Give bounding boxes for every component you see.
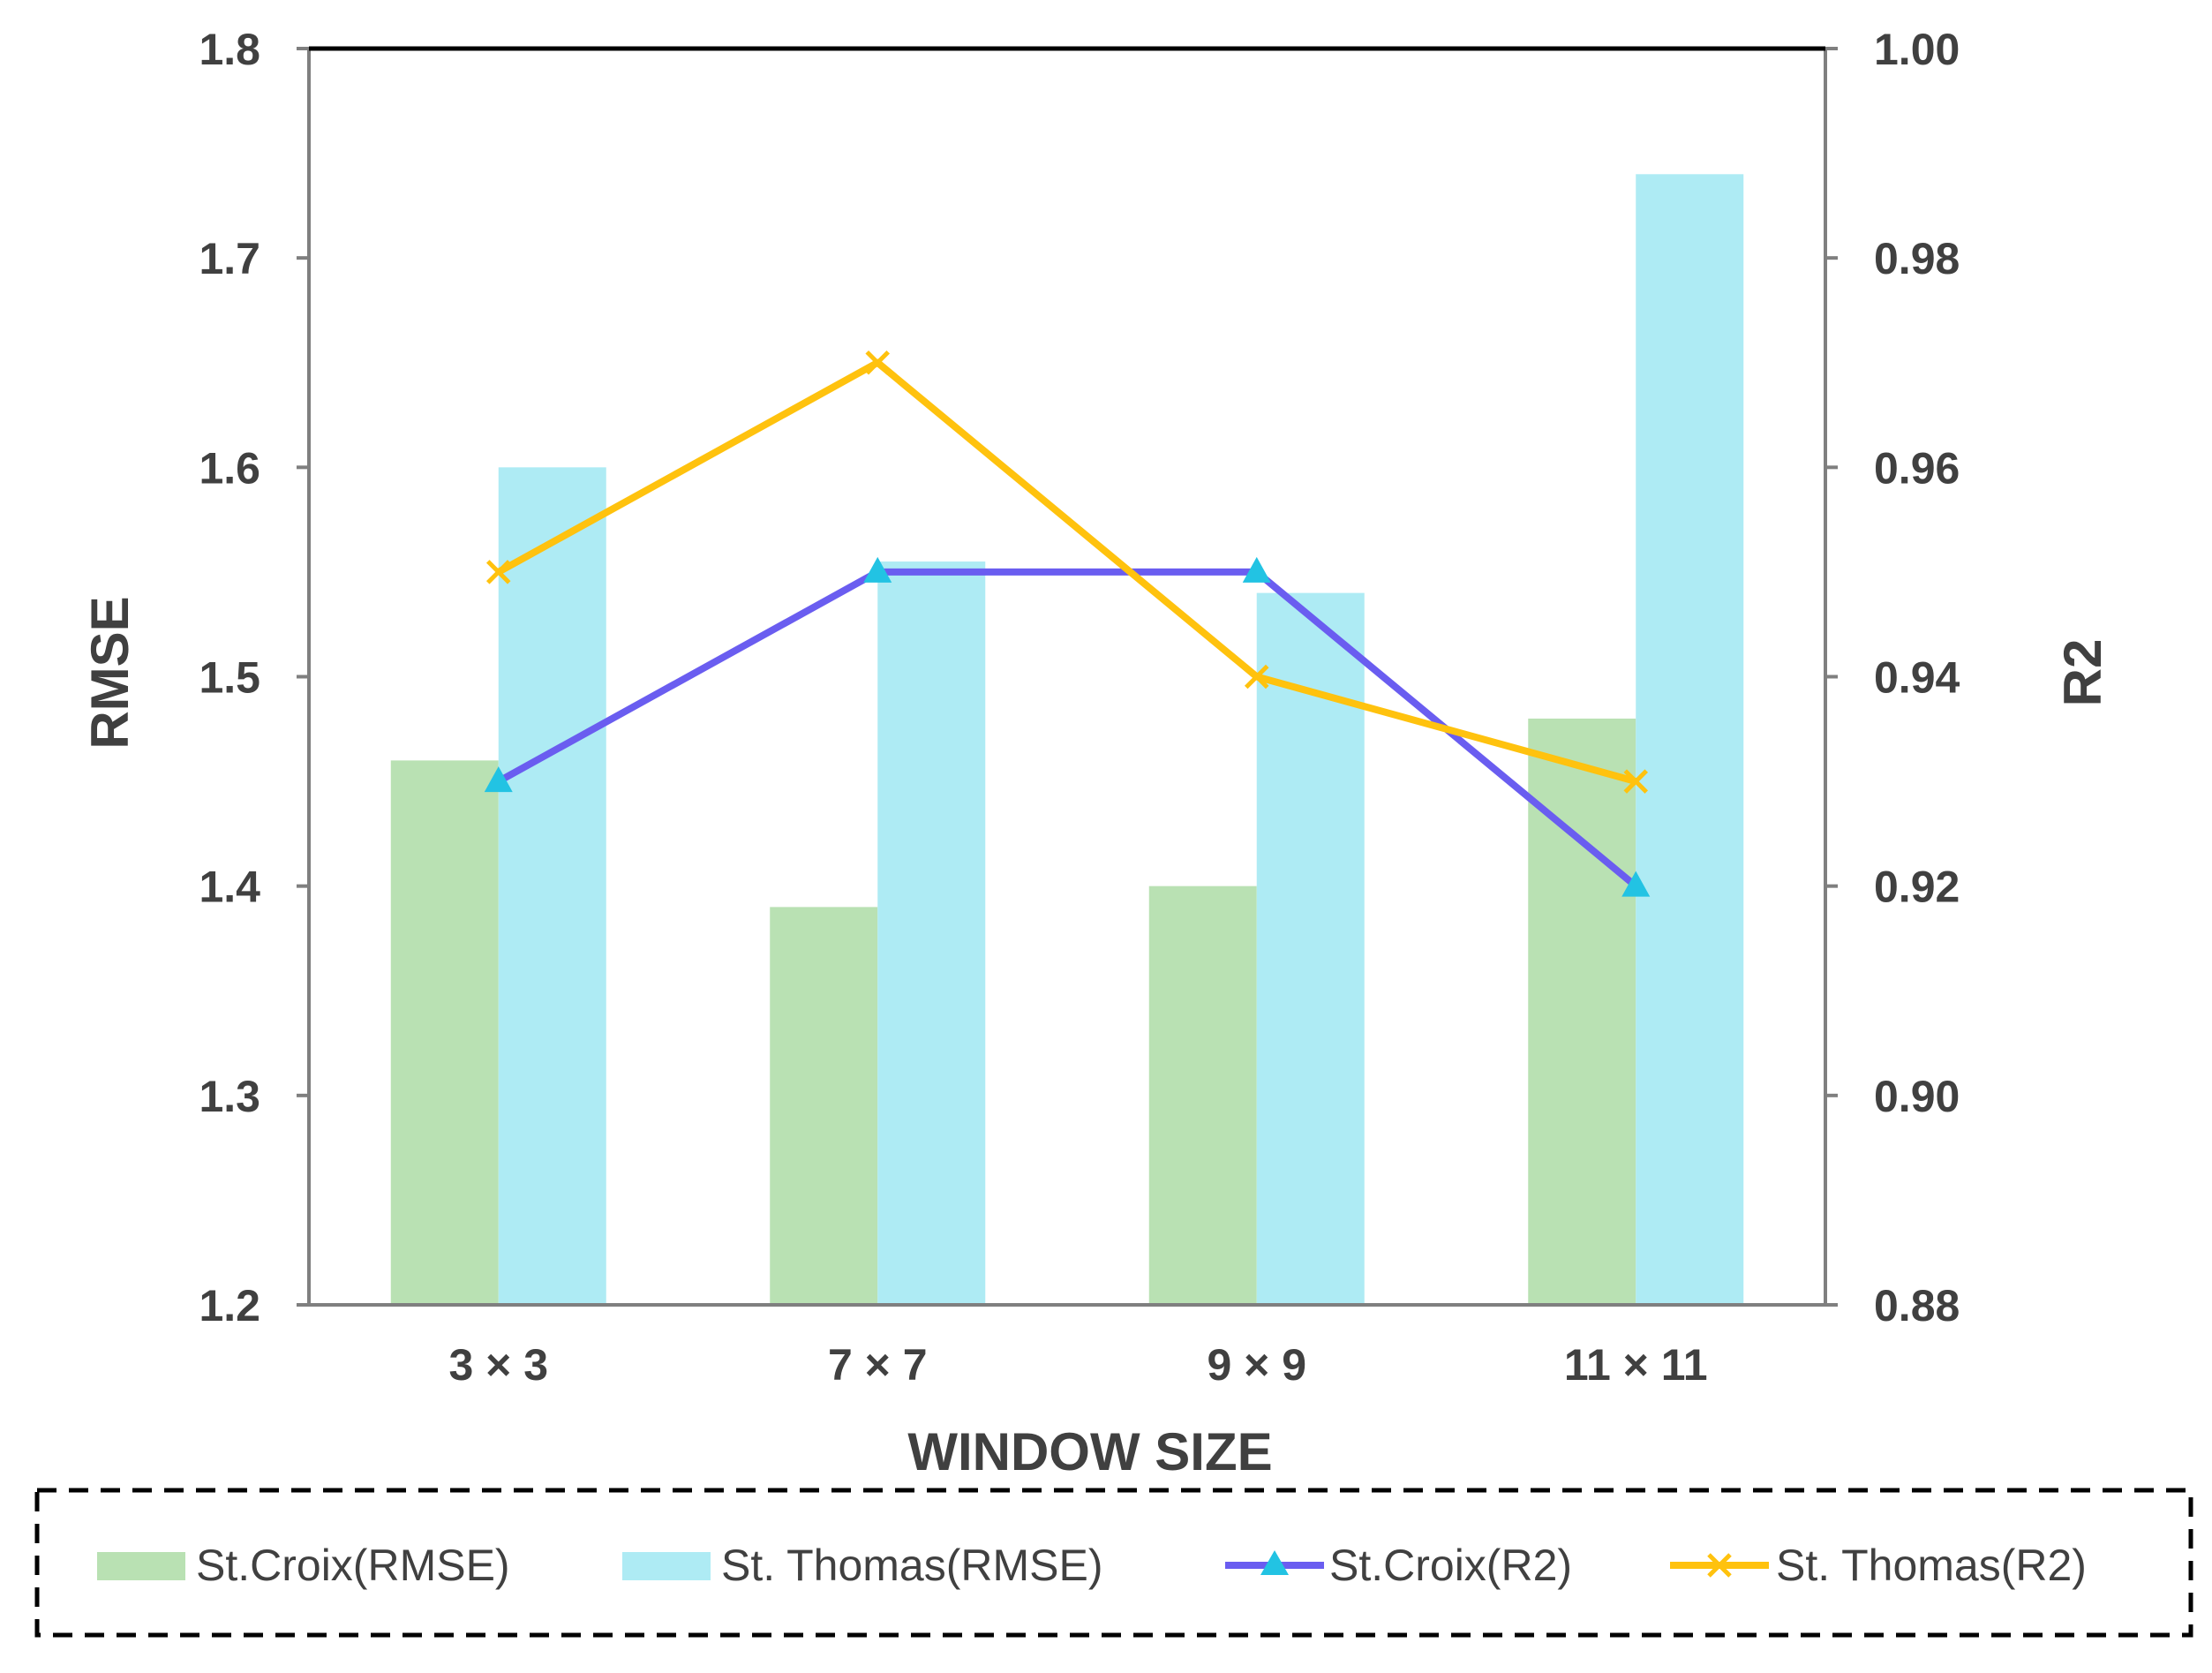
y-tick-label: 1.6 [199, 443, 260, 493]
y2-tick-label: 0.88 [1874, 1281, 1960, 1330]
x-tick-label: 11 × 11 [1564, 1340, 1708, 1390]
bar-st-croix-rmse-1 [390, 760, 499, 1305]
marker-st-thomas-r2-3 [1244, 664, 1269, 690]
legend-frame [34, 1488, 2193, 1638]
marker-st-croix-r2-1 [484, 766, 513, 793]
legend-item-st-croix-rmse: St.Croix(RMSE) [97, 1541, 510, 1590]
x-tick-label: 7 × 7 [828, 1340, 928, 1390]
axes [297, 46, 1838, 1307]
legend-x-icon [1707, 1553, 1732, 1578]
bars [390, 174, 1744, 1305]
legend-triangle-icon [1260, 1550, 1289, 1575]
y2-tick-label: 0.90 [1874, 1072, 1960, 1121]
y-tick-label: 1.7 [199, 234, 260, 283]
y-tick-label: 1.2 [199, 1281, 260, 1330]
x-tick-label: 3 × 3 [448, 1340, 548, 1390]
x-tick-label: 9 × 9 [1207, 1340, 1306, 1390]
legend-label-st-croix-r2: St.Croix(R2) [1329, 1541, 1572, 1590]
line-st-thomas-r2 [496, 358, 1637, 785]
bar-st-thomas-rmse-3 [1256, 592, 1365, 1305]
marker-st-croix-r2-3 [1242, 556, 1271, 583]
bar-st-thomas-rmse-2 [877, 561, 986, 1305]
marker-st-thomas-r2-2 [865, 350, 891, 375]
legend-item-st-thomas-rmse: St. Thomas(RMSE) [622, 1541, 1103, 1590]
y2-tick-label: 0.92 [1874, 863, 1960, 912]
legend-label-st-thomas-rmse: St. Thomas(RMSE) [721, 1541, 1103, 1590]
y2-tick-label: 0.94 [1874, 653, 1960, 703]
marker-st-croix-r2-4 [1621, 870, 1651, 897]
bar-st-croix-rmse-2 [770, 907, 878, 1305]
lines [484, 350, 1651, 897]
y2-tick-label: 0.98 [1874, 234, 1960, 283]
y2-tick-label: 1.00 [1874, 25, 1960, 74]
y-axis-title: RMSE [80, 596, 139, 749]
y2-axis-title: R2 [2053, 639, 2112, 707]
legend-label-st-thomas-r2: St. Thomas(R2) [1776, 1541, 2087, 1590]
marker-st-thomas-r2-4 [1623, 769, 1649, 794]
legend-item-st-thomas-r2: St. Thomas(R2) [1670, 1541, 2087, 1590]
y-tick-label: 1.4 [199, 863, 260, 912]
line-st-croix-r2 [496, 568, 1638, 889]
legend-swatch-st-croix-rmse [97, 1552, 185, 1580]
tick-labels: 1.2 1.3 1.4 1.5 1.6 1.7 1.8 0.88 0.90 0.92 0.94 0.9… [199, 25, 1960, 1390]
legend-item-st-croix-r2: St.Croix(R2) [1225, 1541, 1572, 1590]
legend: St.Croix(RMSE) St. Thomas(RMSE) St.Croix… [34, 1488, 2193, 1638]
legend-swatch-st-thomas-rmse [622, 1552, 711, 1580]
marker-st-croix-r2-2 [863, 556, 892, 583]
x-axis-title: WINDOW SIZE [907, 1422, 1272, 1481]
y-tick-label: 1.5 [199, 653, 260, 703]
bar-st-thomas-rmse-4 [1636, 174, 1744, 1305]
bar-st-thomas-rmse-1 [498, 467, 606, 1305]
y2-tick-label: 0.96 [1874, 443, 1960, 493]
y-tick-label: 1.3 [199, 1072, 260, 1121]
marker-st-thomas-r2-1 [485, 560, 511, 584]
y-tick-label: 1.8 [199, 25, 260, 74]
legend-label-st-croix-rmse: St.Croix(RMSE) [196, 1541, 510, 1590]
bar-st-croix-rmse-3 [1148, 885, 1257, 1305]
